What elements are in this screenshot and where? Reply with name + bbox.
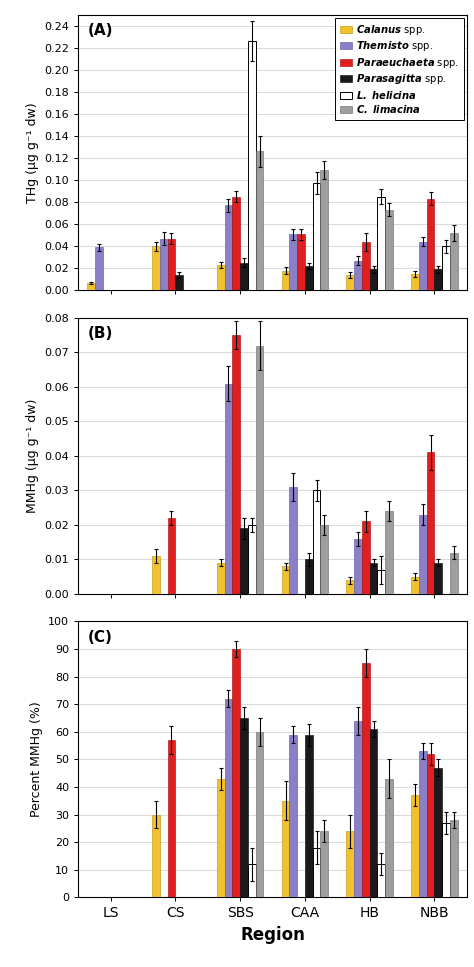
Bar <box>320 525 328 594</box>
Bar <box>419 514 427 594</box>
Bar <box>313 848 320 897</box>
Bar <box>290 735 297 897</box>
Bar <box>362 521 370 594</box>
Bar <box>377 196 385 290</box>
Bar <box>240 263 248 290</box>
Bar <box>232 196 240 290</box>
X-axis label: Region: Region <box>240 926 305 944</box>
Legend: $\bfit{Calanus}$ spp., $\bfit{Themisto}$ spp., $\bfit{Paraeuchaeta}$ spp., $\bfi: $\bfit{Calanus}$ spp., $\bfit{Themisto}$… <box>335 17 464 120</box>
Bar <box>168 740 175 897</box>
Bar <box>385 512 393 594</box>
Bar <box>152 814 160 897</box>
Bar <box>411 274 419 290</box>
Bar <box>419 751 427 897</box>
Bar <box>305 266 313 290</box>
Y-axis label: THg (μg g⁻¹ dw): THg (μg g⁻¹ dw) <box>26 103 39 203</box>
Bar <box>370 563 377 594</box>
Text: (B): (B) <box>88 326 113 341</box>
Bar <box>152 556 160 594</box>
Bar <box>435 563 442 594</box>
Bar <box>232 649 240 897</box>
Bar <box>282 271 290 290</box>
Bar <box>313 490 320 594</box>
Bar <box>346 275 354 290</box>
Bar <box>354 720 362 897</box>
Bar <box>168 239 175 290</box>
Bar <box>152 247 160 290</box>
Bar <box>411 795 419 897</box>
Bar <box>217 778 225 897</box>
Bar <box>370 729 377 897</box>
Bar <box>385 210 393 290</box>
Bar <box>385 778 393 897</box>
Bar <box>427 199 435 290</box>
Bar <box>313 184 320 290</box>
Bar <box>225 384 232 594</box>
Bar <box>255 152 264 290</box>
Bar <box>346 832 354 897</box>
Bar <box>354 539 362 594</box>
Bar <box>225 699 232 897</box>
Bar <box>290 487 297 594</box>
Bar <box>305 735 313 897</box>
Bar <box>305 559 313 594</box>
Bar <box>450 820 458 897</box>
Bar <box>370 270 377 290</box>
Bar <box>168 518 175 594</box>
Text: (A): (A) <box>88 23 113 38</box>
Text: (C): (C) <box>88 630 113 645</box>
Bar <box>442 247 450 290</box>
Bar <box>95 248 103 290</box>
Bar <box>255 732 264 897</box>
Bar <box>290 234 297 290</box>
Bar <box>450 233 458 290</box>
Bar <box>175 275 183 290</box>
Bar <box>297 234 305 290</box>
Bar <box>248 864 255 897</box>
Bar <box>217 265 225 290</box>
Bar <box>160 239 168 290</box>
Bar <box>450 552 458 594</box>
Bar <box>87 282 95 290</box>
Bar <box>240 528 248 594</box>
Bar <box>435 270 442 290</box>
Bar <box>248 41 255 290</box>
Bar <box>427 754 435 897</box>
Bar <box>362 662 370 897</box>
Bar <box>377 570 385 594</box>
Bar <box>225 205 232 290</box>
Bar <box>362 242 370 290</box>
Bar <box>282 801 290 897</box>
Bar <box>419 242 427 290</box>
Bar <box>320 832 328 897</box>
Y-axis label: Percent MMHg (%): Percent MMHg (%) <box>30 701 43 817</box>
Bar <box>248 525 255 594</box>
Bar <box>240 718 248 897</box>
Bar <box>427 453 435 594</box>
Bar <box>442 823 450 897</box>
Bar <box>217 563 225 594</box>
Bar <box>320 170 328 290</box>
Bar <box>435 768 442 897</box>
Bar <box>255 345 264 594</box>
Bar <box>411 576 419 594</box>
Bar <box>346 580 354 594</box>
Bar <box>354 260 362 290</box>
Bar <box>282 567 290 594</box>
Bar <box>377 864 385 897</box>
Y-axis label: MMHg (μg g⁻¹ dw): MMHg (μg g⁻¹ dw) <box>26 398 39 513</box>
Bar <box>232 336 240 594</box>
